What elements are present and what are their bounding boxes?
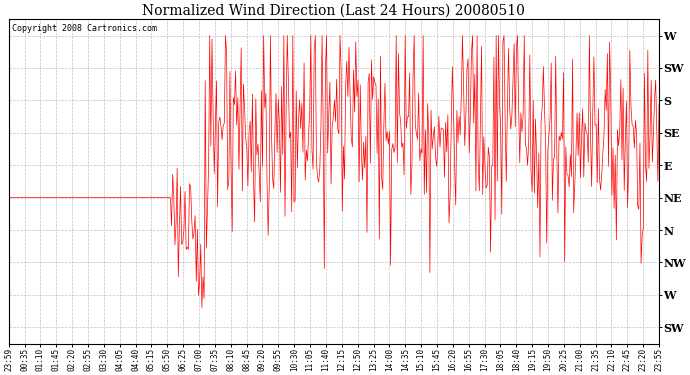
Title: Normalized Wind Direction (Last 24 Hours) 20080510: Normalized Wind Direction (Last 24 Hours… [142, 4, 525, 18]
Text: Copyright 2008 Cartronics.com: Copyright 2008 Cartronics.com [12, 24, 157, 33]
